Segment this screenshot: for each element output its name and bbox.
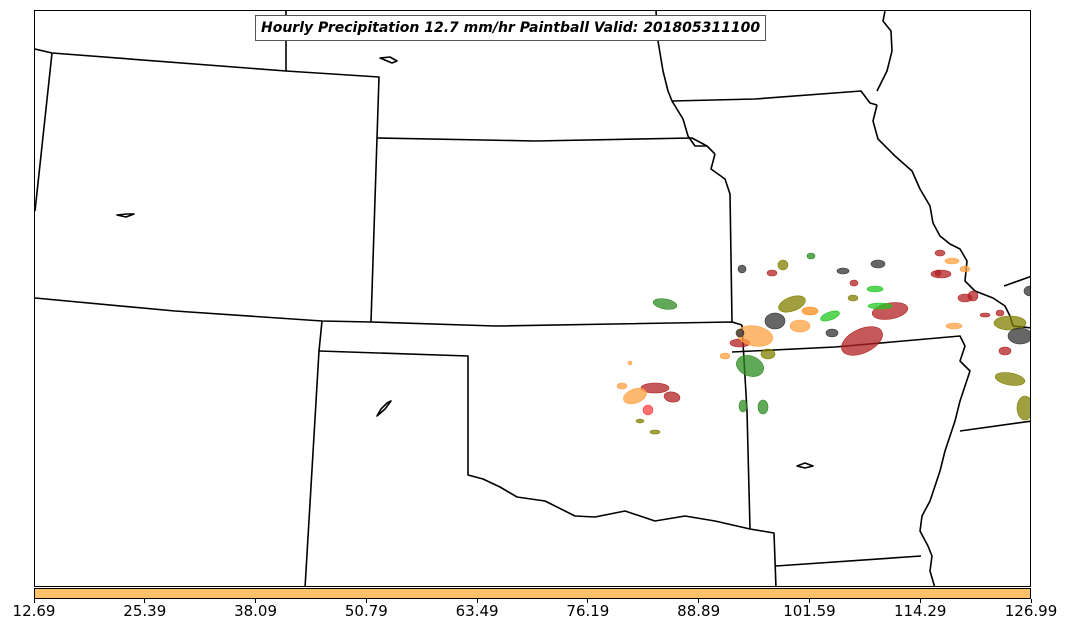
precip-blob — [841, 326, 883, 356]
precip-blob — [760, 348, 776, 360]
boundary-tx-pan — [318, 350, 751, 530]
precip-blob — [945, 322, 963, 330]
precip-blob — [847, 294, 859, 302]
colorbar-tick-mark — [144, 599, 146, 603]
boundary-ms-river — [959, 420, 1030, 432]
boundary-ne-ks — [376, 137, 716, 155]
colorbar-tick-label: 50.79 — [344, 602, 388, 620]
precip-blob — [777, 259, 789, 271]
colorbar — [34, 588, 1031, 599]
colorbar-tick-label: 25.39 — [123, 602, 167, 620]
precip-blob — [998, 346, 1012, 356]
colorbar-tick-label: 101.59 — [783, 602, 836, 620]
precip-blob — [766, 269, 778, 277]
lake-3 — [376, 400, 392, 417]
precip-blob — [735, 328, 745, 338]
boundary-wy-co — [35, 11, 287, 72]
colorbar-tick-mark — [587, 599, 589, 603]
map-canvas — [35, 11, 1030, 586]
precip-blob — [1007, 327, 1030, 345]
colorbar-tick-mark — [919, 599, 921, 603]
colorbar-tick-label: 12.69 — [12, 602, 56, 620]
precip-blob — [959, 265, 971, 273]
colorbar-tick-label: 38.09 — [234, 602, 278, 620]
precip-blob — [994, 372, 1026, 386]
precip-blob — [967, 290, 979, 302]
precip-blob — [934, 249, 946, 257]
boundary-mo-ar — [731, 335, 971, 586]
colorbar-tick-mark — [476, 599, 478, 603]
boundary-ks-east — [710, 153, 733, 323]
boundary-mississippi-n — [655, 11, 707, 147]
boundary-co-ne — [285, 70, 380, 323]
precip-blobs — [616, 249, 1030, 435]
boundary-mo-river — [872, 104, 1014, 327]
boundary-ia-mo — [671, 90, 878, 106]
colorbar-tick-mark — [1030, 599, 1032, 603]
precip-blob — [870, 259, 886, 269]
precip-blob — [627, 360, 633, 366]
lake-2 — [116, 213, 135, 218]
map-title: Hourly Precipitation 12.7 mm/hr Paintbal… — [255, 15, 767, 41]
precip-blob — [719, 352, 731, 360]
boundary-ok-east — [741, 324, 777, 586]
precip-blob — [640, 382, 670, 394]
colorbar-tick-label: 76.19 — [566, 602, 610, 620]
colorbar-tick-mark — [365, 599, 367, 603]
precip-blob — [836, 267, 850, 275]
state-boundaries — [35, 11, 1030, 586]
boundary-ks-ok — [370, 321, 743, 327]
precip-blob — [649, 429, 661, 435]
precip-blob — [663, 391, 681, 403]
precip-blob — [1016, 395, 1030, 421]
boundary-co-south — [35, 297, 372, 323]
precip-blob — [652, 298, 678, 310]
precip-blob — [635, 418, 645, 424]
precip-blob — [789, 319, 811, 333]
precip-blob — [825, 328, 839, 338]
precip-blob — [867, 302, 893, 310]
precip-blob — [757, 399, 769, 415]
precip-blob — [764, 312, 786, 330]
colorbar-tick-label: 88.89 — [677, 602, 721, 620]
precip-blob — [616, 382, 628, 390]
colorbar-tick-label: 114.29 — [893, 602, 947, 620]
precip-blob — [736, 355, 764, 377]
boundary-ar-la — [775, 555, 922, 567]
colorbar-tick-label: 126.99 — [1004, 602, 1058, 620]
precip-blob — [866, 285, 884, 293]
colorbar-tick-mark — [808, 599, 810, 603]
precip-blob — [801, 306, 819, 316]
precip-blob — [737, 264, 747, 274]
boundary-il-n — [876, 11, 893, 92]
lake-1 — [379, 56, 398, 64]
boundary-nm-ok — [304, 320, 323, 586]
boundary-co-west — [35, 52, 53, 212]
precip-blob — [979, 312, 991, 318]
precip-blob — [944, 257, 960, 265]
precip-blob — [642, 404, 654, 416]
precip-blob — [849, 279, 859, 287]
colorbar-tick-mark — [698, 599, 700, 603]
boundary-ind — [1003, 275, 1030, 287]
precip-blob — [993, 315, 1027, 331]
colorbar-tick-mark — [33, 599, 35, 603]
precip-blob — [820, 310, 840, 322]
precip-blob — [623, 387, 647, 405]
precip-blob — [1023, 285, 1030, 297]
colorbar-tick-label: 63.49 — [455, 602, 499, 620]
lake-4 — [796, 462, 814, 469]
precip-blob — [738, 399, 748, 413]
colorbar-tick-mark — [255, 599, 257, 603]
precip-blob — [806, 252, 816, 260]
precip-blob — [778, 295, 806, 313]
precip-blob — [995, 309, 1005, 317]
precip-blob — [934, 269, 942, 277]
map-panel — [34, 10, 1031, 587]
